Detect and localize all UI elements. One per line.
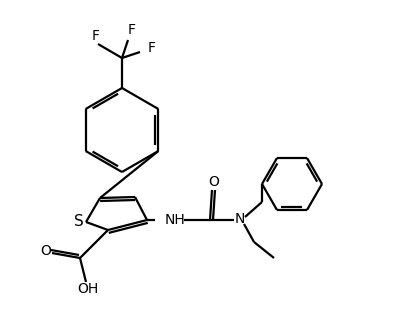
Text: O: O [208,175,219,189]
Text: S: S [74,214,84,229]
Text: F: F [128,23,136,37]
Text: F: F [148,41,156,55]
Text: N: N [234,212,245,226]
Text: F: F [92,29,100,43]
Text: OH: OH [77,282,98,296]
Text: NH: NH [164,213,185,227]
Text: O: O [41,244,51,258]
